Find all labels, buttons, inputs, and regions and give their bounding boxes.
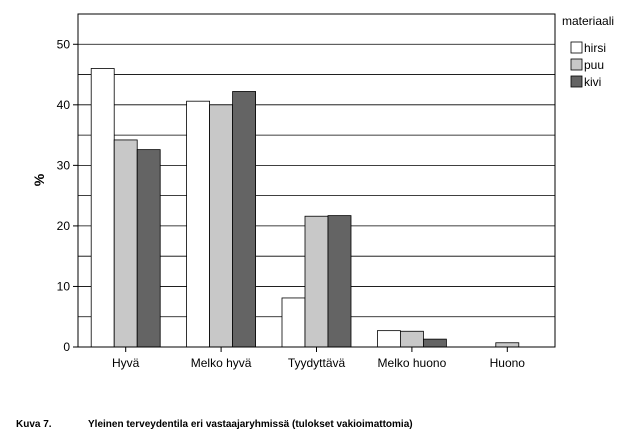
y-tick-label: 0 xyxy=(63,340,70,354)
bar-hirsi-2 xyxy=(186,100,211,348)
legend-label-kivi: kivi xyxy=(584,75,601,89)
y-tick-label: 30 xyxy=(57,158,71,172)
y-tick-label: 40 xyxy=(57,98,71,112)
axes xyxy=(73,13,556,352)
figure-caption: Kuva 7. Yleinen terveydentila eri vastaaj… xyxy=(16,419,413,430)
legend-swatch-hirsi xyxy=(570,41,583,54)
y-tick-label: 10 xyxy=(57,279,71,293)
y-tick-label: 50 xyxy=(57,37,71,51)
bar-hirsi-3 xyxy=(281,297,306,348)
bar-puu-3 xyxy=(304,215,329,348)
legend: materiaali hirsi puu kivi xyxy=(562,14,614,89)
bar-puu-4 xyxy=(399,330,424,348)
legend-swatch-kivi xyxy=(570,75,583,88)
bar-kivi-2 xyxy=(232,91,257,348)
category-label: Melko huono xyxy=(378,356,447,370)
bar-kivi-3 xyxy=(327,215,352,348)
legend-label-hirsi: hirsi xyxy=(584,41,606,55)
y-axis-label: % xyxy=(31,173,47,186)
category-label: Tyydyttävä xyxy=(288,356,346,370)
category-label: Huono xyxy=(490,356,526,370)
y-tick-label: 20 xyxy=(57,219,71,233)
caption-number: Kuva 7. xyxy=(16,419,52,430)
caption-text: Yleinen terveydentila eri vastaajaryhmis… xyxy=(88,419,413,430)
bar-puu-5 xyxy=(495,342,520,348)
bar-puu-1 xyxy=(113,139,138,348)
legend-swatch-puu xyxy=(570,58,583,71)
category-label: Melko hyvä xyxy=(191,356,252,370)
bars xyxy=(90,68,520,348)
category-labels: Hyvä Melko hyvä Tyydyttävä Melko huono Huono xyxy=(112,356,525,370)
legend-title: materiaali xyxy=(562,14,614,28)
bar-hirsi-4 xyxy=(376,330,401,348)
bar-kivi-4 xyxy=(422,338,447,348)
y-tick-labels: 0 10 20 30 40 50 xyxy=(57,37,71,354)
chart: 0 10 20 30 40 50 Hyvä Melko hyvä Tyydyttävä Melk… xyxy=(31,13,614,370)
bar-hirsi-1 xyxy=(90,68,115,348)
bar-puu-2 xyxy=(209,104,234,348)
legend-label-puu: puu xyxy=(584,58,604,72)
bar-kivi-1 xyxy=(136,149,161,348)
category-label: Hyvä xyxy=(112,356,140,370)
